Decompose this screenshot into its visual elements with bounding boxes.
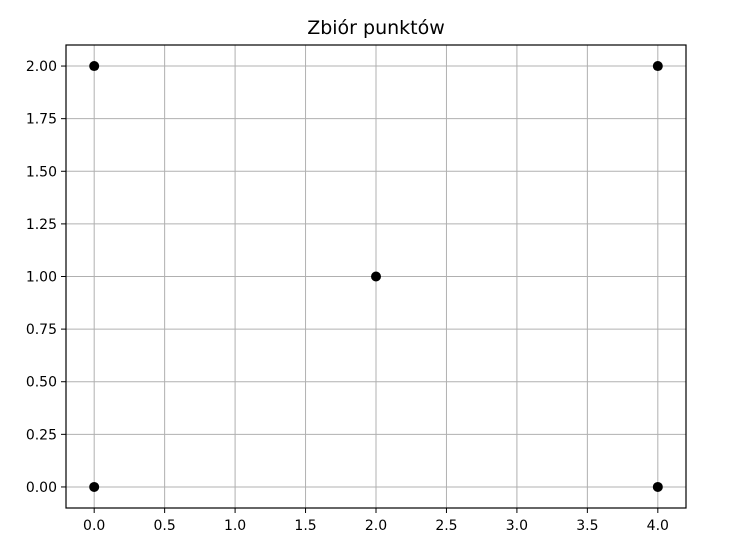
x-tick-label: 4.0 [647,518,669,534]
x-tick-label: 3.0 [506,518,528,534]
tick-layer: 0.0 0.5 1.0 1.5 2.0 2.5 3.0 3.5 4.0 0.00 0.25 0.50 0… [26,59,669,534]
points-layer [89,61,663,492]
y-tick-label: 0.75 [26,322,57,338]
data-point [652,61,663,72]
x-tick-label: 3.5 [576,518,598,534]
y-tick-label: 1.75 [26,112,57,128]
x-tick-label: 1.0 [224,518,246,534]
y-tick-label: 1.00 [26,270,57,286]
y-tick-label: 0.25 [26,427,57,443]
y-tick-label: 2.00 [26,59,57,75]
x-tick-label: 2.0 [365,518,387,534]
x-tick-label: 2.5 [435,518,457,534]
y-tick-label: 1.50 [26,164,57,180]
x-tick-label: 1.5 [294,518,316,534]
chart-title: Zbiór punktów [307,17,445,39]
y-tick-label: 1.25 [26,217,57,233]
data-point [371,271,381,282]
data-point [89,61,100,72]
y-tick-label: 0.50 [26,375,57,391]
y-tick-label: 0.00 [26,480,57,496]
x-tick-label: 0.5 [154,518,176,534]
data-point [652,481,663,492]
data-point [89,481,100,492]
plot-frame [65,44,687,509]
x-tick-label: 0.0 [83,518,105,534]
